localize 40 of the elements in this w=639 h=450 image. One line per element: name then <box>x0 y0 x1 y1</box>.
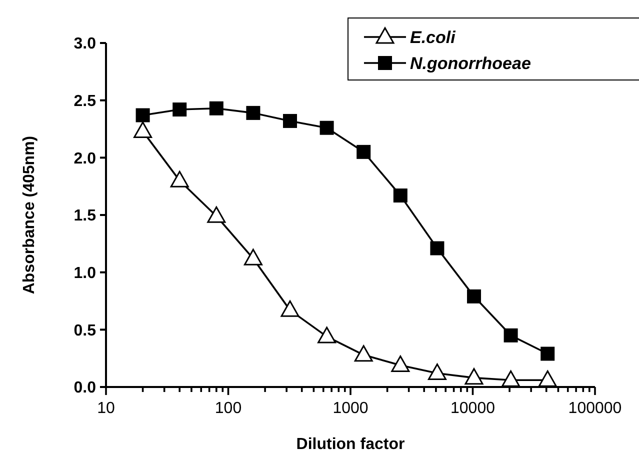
point <box>428 363 446 380</box>
legend-label: N.gonorrhoeae <box>410 54 531 73</box>
y-tick-label: 0.5 <box>74 322 96 340</box>
point <box>354 345 373 362</box>
y-tick-label: 1.0 <box>74 264 96 282</box>
point <box>540 346 555 361</box>
point <box>246 106 260 120</box>
point <box>172 102 187 117</box>
y-tick-label: 2.5 <box>74 92 96 110</box>
point <box>393 188 408 203</box>
point <box>320 120 334 135</box>
point <box>283 114 298 128</box>
y-tick-label: 3.0 <box>74 36 96 53</box>
y-axis-title: Absorbance (405nm) <box>21 136 38 294</box>
point <box>504 328 518 342</box>
x-tick-label: 100000 <box>568 400 622 417</box>
point <box>467 289 482 304</box>
point <box>209 101 224 116</box>
x-tick-label: 100 <box>214 400 242 417</box>
point <box>318 326 336 344</box>
x-tick-label: 10000 <box>450 400 496 417</box>
point <box>538 370 557 387</box>
point <box>502 370 520 387</box>
x-tick-label: 10 <box>97 400 115 417</box>
x-axis-title: Dilution factor <box>296 436 405 450</box>
legend-label: E.coli <box>410 28 457 47</box>
point <box>170 170 189 188</box>
point <box>391 355 410 372</box>
point <box>430 241 444 256</box>
y-tick-label: 0.0 <box>74 380 96 397</box>
point <box>136 108 150 122</box>
x-tick-label: 1000 <box>332 400 368 417</box>
y-tick-label: 1.5 <box>74 208 96 225</box>
y-tick-label: 2.0 <box>74 150 96 168</box>
point <box>280 300 300 317</box>
point <box>464 368 484 385</box>
point <box>207 206 226 223</box>
point <box>356 144 371 159</box>
point <box>134 122 152 138</box>
point <box>244 248 262 266</box>
